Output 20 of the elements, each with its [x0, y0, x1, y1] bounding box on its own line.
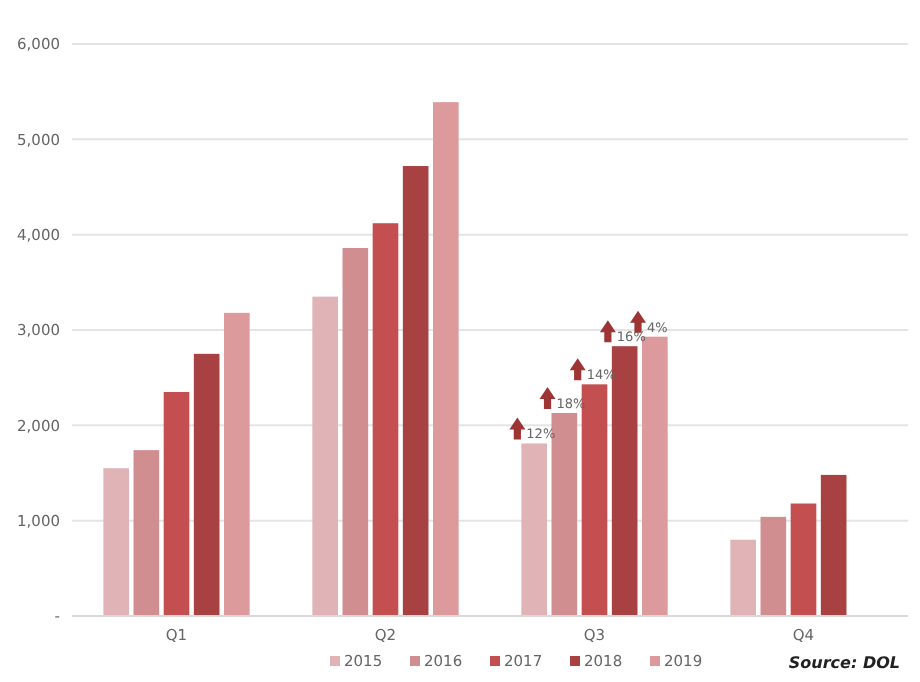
bar	[611, 346, 638, 616]
bar	[103, 468, 129, 616]
bar	[790, 503, 817, 616]
bar	[372, 223, 399, 616]
bar	[133, 450, 160, 616]
bar	[163, 391, 190, 616]
bar	[342, 248, 369, 616]
bar	[312, 296, 338, 616]
bar	[581, 384, 608, 616]
bar	[551, 412, 578, 616]
bar	[402, 166, 429, 616]
source-note: Source: DOL	[788, 654, 900, 672]
bar	[642, 336, 668, 616]
bar	[224, 312, 250, 616]
bar	[730, 539, 756, 616]
bar	[521, 443, 547, 616]
bar	[193, 353, 220, 616]
bar	[760, 516, 787, 616]
bar	[820, 474, 847, 616]
bar	[433, 102, 459, 616]
